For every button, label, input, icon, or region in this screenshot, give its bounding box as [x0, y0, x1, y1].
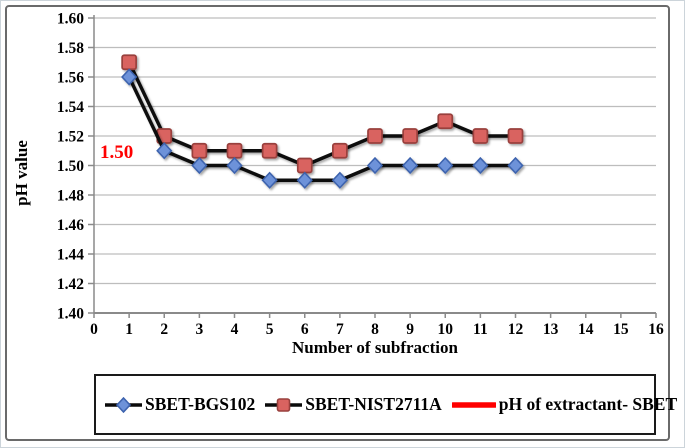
x-tick-label: 10: [438, 321, 454, 338]
x-tick-label: 4: [231, 321, 239, 338]
legend-item-ph-extractant: pH of extractant- SBET: [451, 394, 678, 415]
series-sbet-nist2711a-marker-square: [261, 142, 278, 159]
legend-red-line-icon: [451, 401, 496, 408]
y-tick-label: 1.50: [57, 158, 84, 175]
y-tick-label: 1.46: [57, 217, 84, 234]
legend-item-sbet-nist2711a: SBET-NIST2711A: [265, 394, 442, 415]
reference-line-label: 1.50: [100, 142, 134, 163]
x-tick-label: 9: [406, 321, 414, 338]
x-axis-title: Number of subfraction: [292, 338, 458, 357]
x-tick-label: 3: [196, 321, 204, 338]
legend-label: SBET-BGS102: [145, 394, 256, 414]
series-sbet-nist2711a-marker-square: [507, 128, 524, 144]
y-tick-label: 1.58: [57, 40, 84, 57]
series-sbet-nist2711a-marker-square: [121, 54, 137, 71]
legend-diamond-marker-icon: [105, 396, 142, 413]
series-sbet-bgs102-marker-diamond: [402, 156, 419, 175]
series-sbet-nist2711a-marker-square: [191, 142, 208, 159]
series-sbet-nist2711a-marker-square: [402, 128, 418, 144]
x-tick-label: 5: [266, 321, 274, 338]
y-tick-label: 1.52: [57, 129, 84, 146]
x-tick-label: 13: [543, 321, 559, 338]
y-tick-label: 1.44: [57, 247, 84, 264]
series-sbet-bgs102-marker-diamond: [191, 156, 208, 175]
x-tick-label: 11: [473, 321, 488, 338]
y-tick-label: 1.48: [57, 188, 84, 205]
x-tick-label: 1: [125, 321, 133, 338]
y-tick-label: 1.54: [57, 99, 84, 116]
legend: SBET-BGS102 SBET-NIST2711A pH of extract…: [94, 374, 677, 435]
x-tick-label: 7: [336, 321, 344, 338]
legend-square-marker-icon: [265, 397, 303, 412]
series-sbet-nist2711a-marker-square: [437, 113, 454, 130]
x-tick-label: 14: [578, 321, 594, 338]
y-axis-title: pH value: [12, 140, 31, 206]
legend-item-sbet-bgs102: SBET-BGS102: [105, 394, 255, 415]
series-sbet-nist2711a-marker-square: [296, 157, 313, 174]
series-sbet-bgs102-marker-diamond: [261, 171, 278, 189]
y-tick-label: 1.40: [57, 306, 84, 323]
chart-frame: [5, 5, 670, 441]
series-sbet-nist2711a-marker-square: [226, 142, 243, 159]
legend-label: SBET-NIST2711A: [305, 394, 442, 414]
x-tick-label: 2: [160, 321, 168, 338]
series-sbet-bgs102-marker-diamond: [472, 156, 489, 175]
series-sbet-nist2711a-marker-square: [332, 142, 348, 159]
x-tick-label: 6: [301, 321, 309, 338]
y-tick-label: 1.60: [57, 11, 84, 28]
series-sbet-bgs102-marker-diamond: [296, 171, 313, 189]
x-tick-label: 8: [371, 321, 379, 338]
x-tick-label: 15: [613, 321, 629, 338]
x-tick-label: 16: [648, 321, 664, 338]
series-sbet-nist2711a-marker-square: [367, 128, 383, 144]
series-sbet-bgs102-marker-diamond: [121, 68, 138, 86]
y-tick-label: 1.56: [57, 70, 84, 87]
x-tick-label: 0: [90, 321, 98, 338]
series-sbet-nist2711a-line: [127, 61, 516, 168]
series-sbet-bgs102-marker-diamond: [331, 171, 348, 189]
y-tick-label: 1.42: [57, 276, 84, 293]
series-sbet-bgs102-marker-diamond: [366, 156, 384, 175]
series-sbet-bgs102-marker-diamond: [437, 156, 454, 175]
series-sbet-bgs102-marker-diamond: [226, 156, 243, 175]
series-sbet-bgs102-marker-diamond: [156, 142, 173, 160]
series-sbet-bgs102-marker-diamond: [507, 156, 524, 175]
legend-label: pH of extractant- SBET: [498, 394, 678, 414]
series-sbet-nist2711a-marker-square: [472, 128, 489, 144]
x-tick-label: 12: [508, 321, 524, 338]
